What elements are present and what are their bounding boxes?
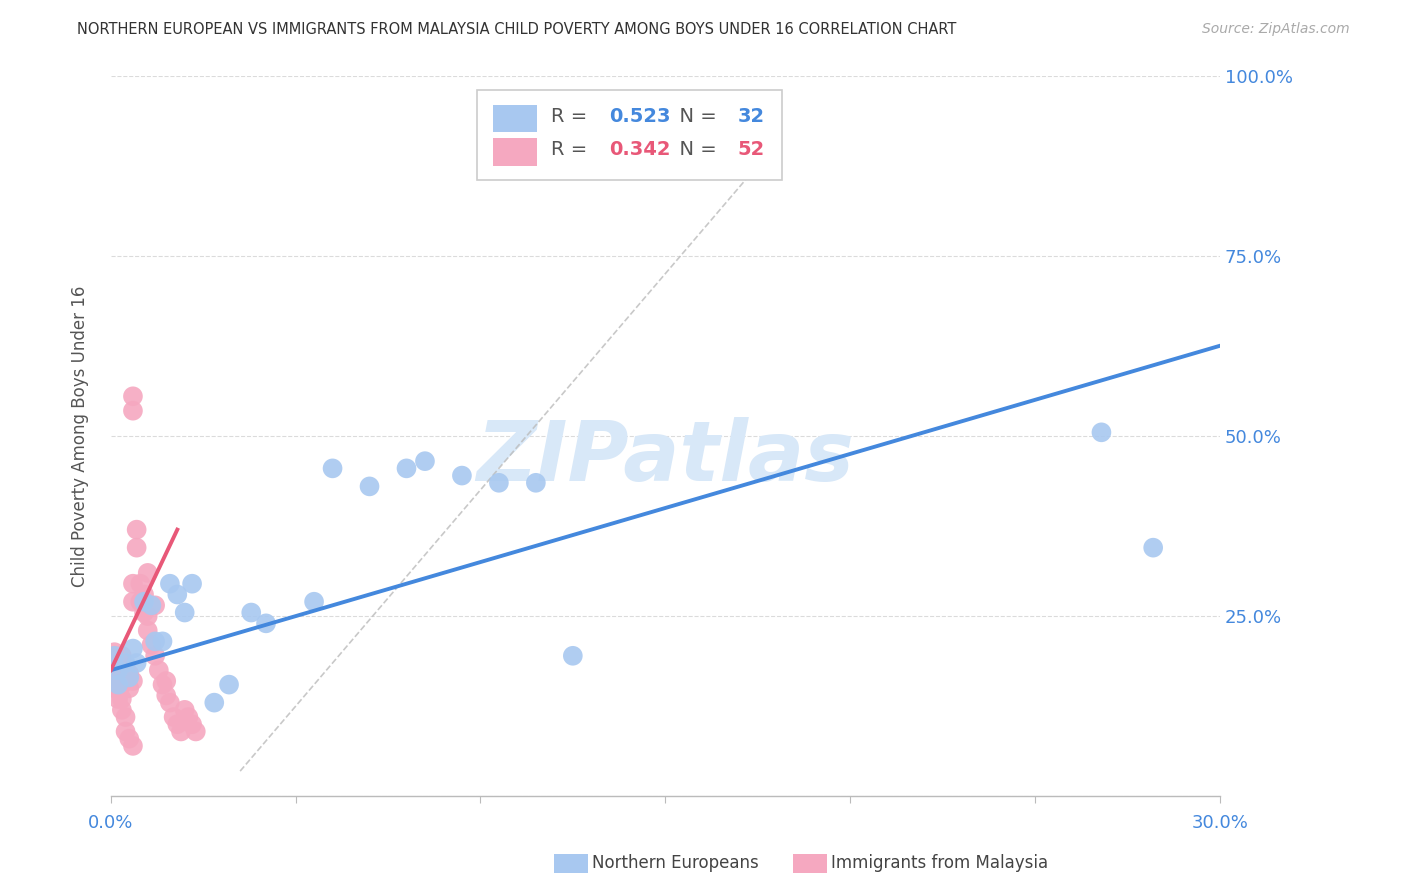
Point	[136, 609, 159, 624]
Text: N =: N =	[668, 140, 724, 160]
Point	[122, 403, 145, 417]
Point	[561, 648, 583, 663]
Point	[129, 595, 152, 609]
Point	[132, 606, 155, 620]
Point	[125, 656, 148, 670]
Text: N =: N =	[668, 107, 724, 126]
Point	[202, 696, 225, 710]
Point	[122, 673, 145, 688]
Point	[322, 461, 344, 475]
Point	[159, 576, 181, 591]
Point	[170, 724, 193, 739]
Point	[152, 634, 174, 648]
Text: 52: 52	[737, 140, 765, 160]
Point	[173, 606, 195, 620]
Point	[136, 566, 159, 580]
Point	[1090, 425, 1112, 440]
Point	[254, 616, 277, 631]
Point	[184, 724, 207, 739]
Text: NORTHERN EUROPEAN VS IMMIGRANTS FROM MALAYSIA CHILD POVERTY AMONG BOYS UNDER 16 : NORTHERN EUROPEAN VS IMMIGRANTS FROM MAL…	[77, 22, 956, 37]
Point	[114, 724, 136, 739]
Point	[240, 606, 263, 620]
Point	[162, 710, 184, 724]
Point	[111, 648, 134, 663]
Point	[118, 670, 141, 684]
Point	[118, 666, 141, 681]
Point	[111, 678, 134, 692]
Point	[122, 576, 145, 591]
Point	[107, 663, 129, 677]
Text: Source: ZipAtlas.com: Source: ZipAtlas.com	[1202, 22, 1350, 37]
Text: Immigrants from Malaysia: Immigrants from Malaysia	[831, 855, 1047, 872]
Point	[122, 595, 145, 609]
Point	[143, 648, 166, 663]
Point	[166, 717, 188, 731]
Point	[413, 454, 436, 468]
Text: R =: R =	[551, 107, 593, 126]
Point	[125, 523, 148, 537]
Point	[111, 663, 134, 677]
FancyBboxPatch shape	[477, 90, 782, 180]
Point	[114, 659, 136, 673]
Point	[103, 648, 125, 663]
Point	[395, 461, 418, 475]
Point	[118, 731, 141, 746]
Point	[118, 681, 141, 696]
Point	[148, 663, 170, 677]
FancyBboxPatch shape	[494, 138, 537, 166]
Point	[143, 634, 166, 648]
Point	[647, 159, 669, 173]
Point	[132, 587, 155, 601]
Point	[107, 678, 129, 692]
Point	[111, 703, 134, 717]
Point	[103, 645, 125, 659]
Point	[524, 475, 547, 490]
Point	[141, 599, 163, 613]
Point	[155, 689, 177, 703]
Point	[129, 576, 152, 591]
Point	[1142, 541, 1164, 555]
Point	[114, 656, 136, 670]
Point	[141, 638, 163, 652]
Text: ZIPatlas: ZIPatlas	[477, 417, 855, 498]
Text: 32: 32	[737, 107, 765, 126]
Point	[125, 541, 148, 555]
Point	[107, 692, 129, 706]
Point	[177, 710, 200, 724]
Point	[359, 479, 381, 493]
Point	[122, 641, 145, 656]
Point	[107, 656, 129, 670]
Point	[181, 576, 204, 591]
Point	[132, 595, 155, 609]
Point	[103, 666, 125, 681]
Point	[173, 703, 195, 717]
Point	[159, 696, 181, 710]
Point	[103, 681, 125, 696]
Point	[114, 710, 136, 724]
Point	[111, 692, 134, 706]
Point	[114, 673, 136, 688]
Point	[122, 739, 145, 753]
Point	[143, 599, 166, 613]
Point	[218, 678, 240, 692]
Point	[152, 678, 174, 692]
Text: 0.523: 0.523	[609, 107, 671, 126]
Text: R =: R =	[551, 140, 593, 160]
Point	[451, 468, 474, 483]
Point	[136, 624, 159, 638]
Text: Northern Europeans: Northern Europeans	[592, 855, 759, 872]
Point	[488, 475, 510, 490]
Point	[122, 389, 145, 403]
Point	[166, 587, 188, 601]
Point	[155, 673, 177, 688]
Point	[103, 648, 125, 663]
FancyBboxPatch shape	[494, 105, 537, 133]
Y-axis label: Child Poverty Among Boys Under 16: Child Poverty Among Boys Under 16	[72, 285, 89, 587]
Point	[181, 717, 204, 731]
Point	[107, 663, 129, 677]
Point	[302, 595, 325, 609]
Point	[107, 678, 129, 692]
Text: 0.342: 0.342	[609, 140, 671, 160]
